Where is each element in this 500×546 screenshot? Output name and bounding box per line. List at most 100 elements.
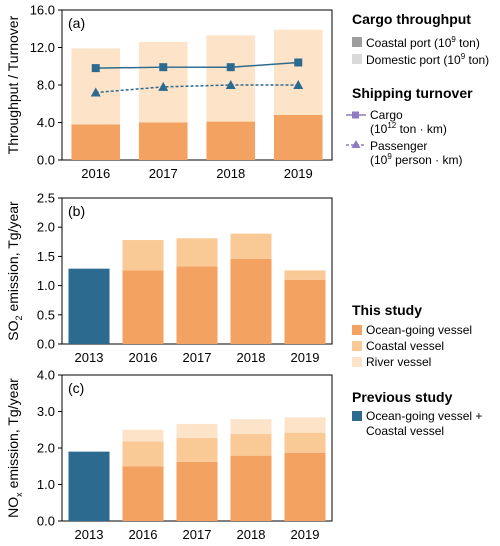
legend-cargo-unit-b: ton · km) [396,122,447,136]
bar-ocean-going [122,270,163,344]
panel-c-ytick-label: 3.0 [37,404,55,419]
point-cargo [159,63,167,71]
panel-a-xtick-label: 2017 [149,166,178,181]
legend-previous-swatch [352,411,362,421]
bar-coastal-vessel [284,433,325,453]
legend-domestic-port-unit: ton) [465,53,489,67]
panel-c-xtick-label: 2016 [129,527,158,542]
bar-ocean-going [284,280,325,344]
legend-cargo-marker [352,112,359,119]
panel-a-xtick-label: 2016 [81,166,110,181]
panel-b-xtick-label: 2013 [75,350,104,365]
bar-coastal-vessel [176,238,217,266]
panel-a-label: (a) [68,15,85,31]
panel-c-ytick-label: 4.0 [37,368,55,383]
legend-river-label: River vessel [366,355,431,369]
bar-previous-study [68,269,109,344]
panel-c-xtick-label: 2013 [75,527,104,542]
panel-b-xtick-label: 2016 [129,350,158,365]
panel-c-ytick-label: 0.0 [37,514,55,529]
panel-b-ylabel-post: emission, Tg/year [5,201,21,315]
panel-b-xtick-label: 2017 [183,350,212,365]
bar-domestic-port [206,35,255,121]
legend-previous-study-title: Previous study [352,389,453,405]
legend-passenger-unit-b: person · km) [392,153,463,167]
legend-coastal-swatch [352,341,362,351]
legend-cargo-unit-a: (10 [370,122,388,136]
legend-domestic-port-label: Domestic port (109 ton) [366,52,489,67]
legend-coastal-port-label: Coastal port (109 ton) [366,35,480,50]
legend-cargo-throughput-title: Cargo throughput [352,11,471,27]
legend-cargo-unit: (1012 ton · km) [370,121,447,136]
point-cargo [227,63,235,71]
point-cargo [92,64,100,72]
legend-coastal-label: Coastal vessel [366,339,444,353]
legend-passenger-unit: (109 person · km) [370,152,462,167]
panel-b-xtick-label: 2018 [237,350,266,365]
bar-coastal-port [274,115,323,160]
panel-a-ytick-label: 0.0 [37,153,55,168]
panel-b-ylabel: SO2 emission, Tg/year [5,201,24,341]
legend-domestic-port-swatch [352,54,362,64]
bar-river-vessel [176,424,217,438]
legend-previous-label-1: Ocean-going vessel + [366,409,482,423]
panel-b-ytick-label: 2.0 [37,220,55,235]
legend-cargo-label: Cargo [370,108,403,122]
bar-river-vessel [284,417,325,432]
panel-a-ytick-label: 16.0 [30,3,55,18]
panel-b-ytick-label: 0.5 [37,307,55,322]
bar-coastal-port [206,122,255,160]
chart-marks: 0.0 4.0 8.0 12.0 16.0 2016 2017 2018 2019 0.0 0.5 1… [30,3,326,543]
panel-a-ytick-label: 4.0 [37,115,55,130]
panel-a-ytick-label: 12.0 [30,40,55,55]
legend-ocean-label: Ocean-going vessel [366,323,472,337]
panel-b-ytick-label: 0.0 [37,337,55,352]
bar-coastal-vessel [176,438,217,462]
legend-coastal-port-text: Coastal port (10 [366,36,452,50]
bar-ocean-going [176,266,217,344]
bar-coastal-vessel [122,240,163,270]
line-cargo [96,63,299,69]
panel-b-ytick-label: 2.5 [37,191,55,206]
bar-domestic-port [71,48,120,124]
panel-c-ylabel-post: emission, Tg/year [5,378,21,492]
bar-ocean-going [230,456,271,521]
panel-c-ytick-label: 2.0 [37,441,55,456]
bar-coastal-port [71,124,120,160]
bar-coastal-vessel [230,434,271,456]
panel-c-ytick-label: 1.0 [37,477,55,492]
panel-c-label: (c) [68,380,84,396]
legend-passenger-label: Passenger [370,139,427,153]
bar-ocean-going [176,462,217,521]
legend-coastal-port-swatch [352,37,362,47]
panel-c-ylabel-pre: NO [5,497,21,518]
bar-domestic-port [274,30,323,115]
panel-c-xtick-label: 2019 [291,527,320,542]
bar-ocean-going [284,453,325,521]
panel-c-xtick-label: 2017 [183,527,212,542]
bar-river-vessel [230,419,271,434]
point-cargo [294,59,302,67]
panel-b-ytick-label: 1.0 [37,278,55,293]
bar-coastal-vessel [230,234,271,259]
legend-shipping-turnover-title: Shipping turnover [352,85,473,101]
legend-ocean-swatch [352,325,362,335]
bar-coastal-vessel [122,441,163,466]
bar-ocean-going [122,466,163,521]
legend: Cargo throughput Coastal port (109 ton) … [346,11,489,438]
bar-previous-study [68,452,109,521]
panel-b-ylabel-pre: SO [5,320,21,340]
panel-a-ylabel: Throughput / Turnover [5,15,21,154]
legend-river-swatch [352,357,362,367]
legend-passenger-unit-a: (10 [370,153,388,167]
panel-c-ylabel: NOx emission, Tg/year [5,378,24,518]
panel-c-xtick-label: 2018 [237,527,266,542]
panel-a-ytick-label: 8.0 [37,78,55,93]
line-passenger [96,85,299,93]
bar-coastal-vessel [284,270,325,279]
bar-coastal-port [139,123,188,161]
legend-previous-label-2: Coastal vessel [366,424,444,438]
legend-passenger-marker [352,140,361,148]
panel-b-ytick-label: 1.5 [37,249,55,264]
